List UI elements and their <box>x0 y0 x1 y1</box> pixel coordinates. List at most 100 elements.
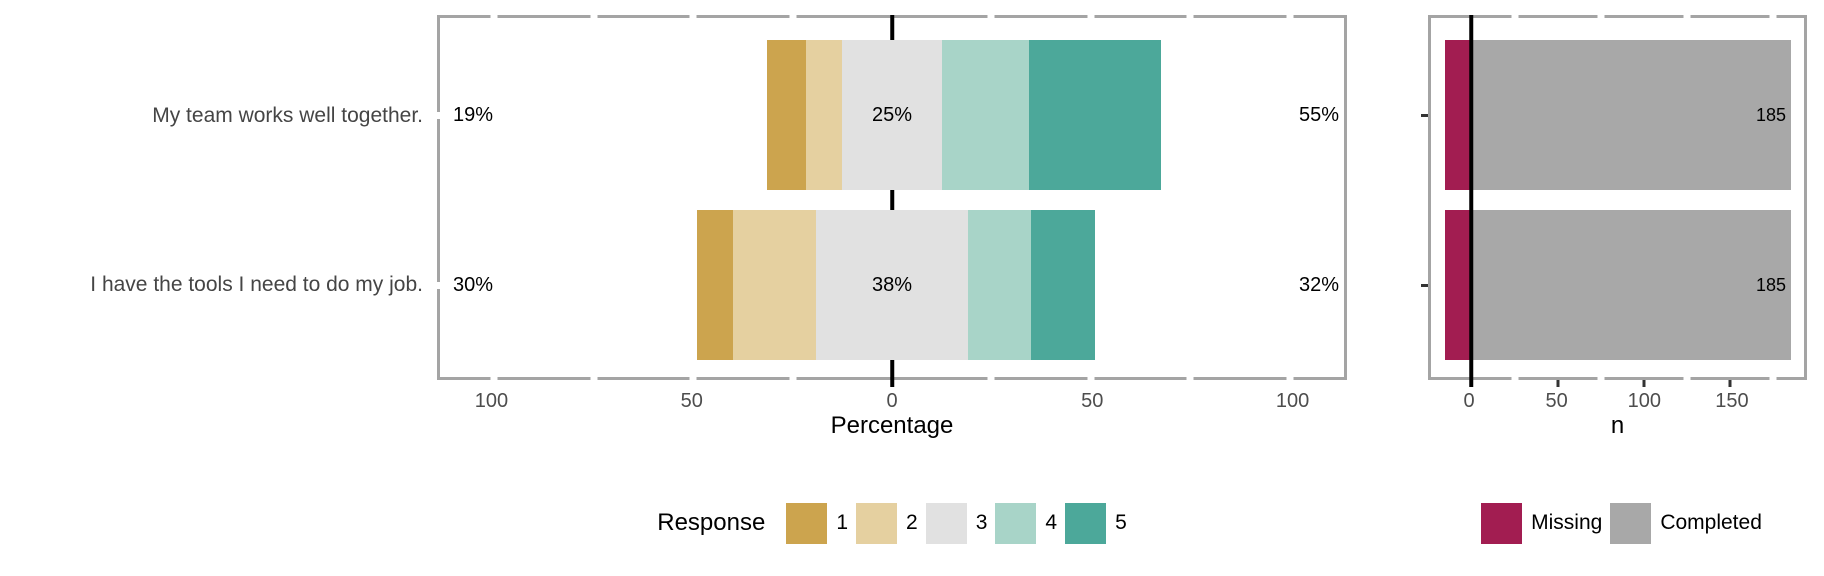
likert-segment-response-1 <box>766 40 807 190</box>
response-legend-title: Response <box>657 509 766 536</box>
x-tick-label: 50 <box>1545 390 1568 412</box>
legend-item-2: 2 <box>856 502 918 544</box>
likert-segment-response-1 <box>697 210 734 360</box>
x-tick <box>1087 15 1095 18</box>
x-tick <box>1186 15 1194 18</box>
legend-swatch-missing <box>1481 502 1523 544</box>
x-tick <box>1286 377 1294 380</box>
counts-bar-row-2 <box>1431 210 1804 360</box>
x-tick <box>689 377 697 380</box>
likert-segment-response-2 <box>732 210 817 360</box>
x-tick <box>987 377 995 380</box>
zero-line <box>1469 15 1474 387</box>
x-tick <box>590 377 598 380</box>
likert-bar-row-2 <box>440 210 1344 360</box>
likert-segment-response-5 <box>1029 40 1161 190</box>
x-tick <box>1769 377 1777 380</box>
y-tick <box>437 281 440 289</box>
x-tick <box>789 15 797 18</box>
x-tick-label: 100 <box>1275 390 1310 412</box>
x-tick <box>1769 15 1777 18</box>
legend-swatch-2 <box>856 502 897 544</box>
x-axis-title-percentage: Percentage <box>830 412 954 439</box>
x-tick-label: 50 <box>1081 390 1104 412</box>
counts-segment-missing <box>1445 40 1472 190</box>
question-label-1: My team works well together. <box>152 104 423 127</box>
y-tick-mark <box>1421 113 1428 117</box>
pct-high-row1: 55% <box>1298 104 1339 126</box>
likert-segment-response-2 <box>806 40 843 190</box>
zero-line <box>890 15 894 387</box>
legend-swatch-4 <box>995 502 1037 544</box>
legend-label: 4 <box>1045 511 1058 534</box>
completion-legend: Missing Completed <box>1428 501 1807 545</box>
x-tick <box>987 15 995 18</box>
pct-low-row1: 19% <box>453 104 494 126</box>
likert-segment-response-3 <box>816 210 968 360</box>
likert-segment-response-4 <box>967 210 1032 360</box>
legend-label: Missing <box>1531 511 1603 534</box>
y-tick-mark <box>1421 283 1428 287</box>
x-tick-label: 150 <box>1715 390 1749 412</box>
x-tick-label: 100 <box>474 390 509 412</box>
x-tick <box>1597 377 1605 380</box>
x-tick-label: 50 <box>680 390 703 412</box>
question-label-2: I have the tools I need to do my job. <box>90 273 423 296</box>
response-legend: Response 1 2 3 4 5 <box>437 501 1347 545</box>
x-tick <box>1186 377 1194 380</box>
x-tick-mark <box>1556 380 1560 387</box>
legend-swatch-3 <box>925 502 967 544</box>
legend-item-missing: Missing <box>1481 502 1603 544</box>
x-tick <box>1511 15 1518 18</box>
x-tick <box>490 15 498 18</box>
legend-label: 5 <box>1115 511 1127 534</box>
legend-item-completed: Completed <box>1610 502 1762 544</box>
likert-segment-response-4 <box>941 40 1030 190</box>
x-tick <box>490 377 498 380</box>
x-tick <box>689 15 697 18</box>
legend-label: 2 <box>906 511 918 534</box>
x-tick <box>1683 377 1691 380</box>
legend-label: 3 <box>975 511 988 534</box>
legend-label: 1 <box>836 511 848 534</box>
x-tick-label: 100 <box>1627 390 1661 412</box>
likert-segment-response-5 <box>1031 210 1096 360</box>
x-tick <box>1286 15 1294 18</box>
likert-segment-response-3 <box>842 40 943 190</box>
x-tick <box>1683 15 1691 18</box>
y-tick <box>437 111 440 119</box>
legend-swatch-5 <box>1065 502 1107 544</box>
x-tick <box>590 15 598 18</box>
x-tick <box>1511 377 1518 380</box>
x-tick-mark <box>1728 380 1732 387</box>
x-tick <box>1087 377 1095 380</box>
counts-segment-missing <box>1445 210 1472 360</box>
likert-bar-row-1 <box>440 40 1344 190</box>
x-tick <box>1597 15 1605 18</box>
legend-item-4: 4 <box>995 502 1058 544</box>
legend-item-5: 5 <box>1065 502 1127 544</box>
x-tick-mark <box>1642 380 1646 387</box>
legend-item-1: 1 <box>786 502 848 544</box>
pct-neutral-row1: 25% <box>871 104 913 126</box>
x-tick-label: 0 <box>886 390 898 412</box>
pct-low-row2: 30% <box>453 274 494 296</box>
x-tick <box>789 377 797 380</box>
legend-swatch-1 <box>786 502 828 544</box>
x-tick-label: 0 <box>1463 390 1475 412</box>
pct-neutral-row2: 38% <box>871 274 913 296</box>
counts-segment-completed <box>1471 210 1791 360</box>
x-axis-title-n: n <box>1610 412 1625 439</box>
counts-panel: 185 185 <box>1421 15 1807 387</box>
n-label-row2: 185 <box>1755 275 1786 295</box>
likert-x-axis: 100 50 0 50 100 <box>437 389 1347 415</box>
legend-label: Completed <box>1660 511 1762 534</box>
n-label-row1: 185 <box>1755 105 1786 125</box>
counts-segment-completed <box>1471 40 1791 190</box>
counts-x-axis: 0 50 100 150 <box>1428 389 1807 415</box>
legend-item-3: 3 <box>925 502 988 544</box>
counts-bar-row-1 <box>1431 40 1804 190</box>
likert-panel: 19% 25% 55% 30% 38% 32% <box>437 15 1347 387</box>
legend-swatch-completed <box>1610 502 1652 544</box>
